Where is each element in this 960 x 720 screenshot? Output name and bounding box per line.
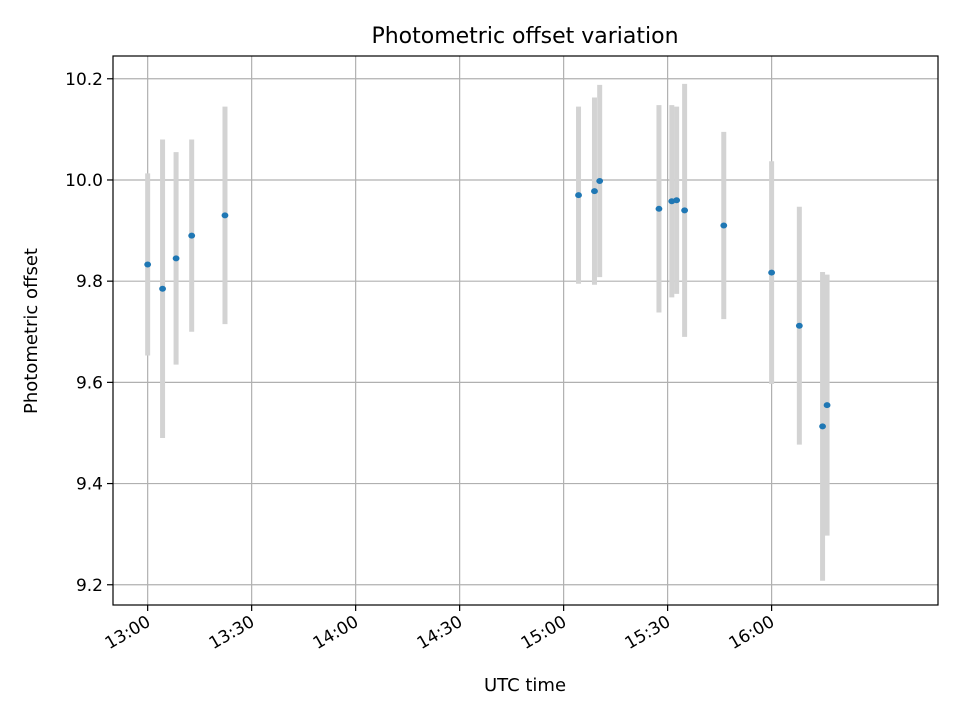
data-point: [720, 222, 728, 229]
plot-frame: [112, 55, 939, 606]
data-point: [823, 402, 831, 409]
y-tick-label: 9.2: [76, 576, 103, 596]
data-point: [673, 197, 681, 204]
y-tick-label: 10.0: [65, 171, 103, 191]
y-axis-ticks: 9.2 9.4 9.6 9.8 10.0 10.2: [65, 70, 113, 596]
data-points: [144, 177, 831, 430]
data-point: [144, 261, 152, 268]
data-point: [795, 322, 803, 329]
y-tick-label: 10.2: [65, 70, 103, 90]
data-point: [596, 177, 604, 184]
x-axis-label: UTC time: [484, 675, 566, 696]
data-point: [159, 285, 166, 292]
data-point: [575, 192, 582, 199]
y-axis-label: Photometric offset: [21, 248, 42, 414]
data-point: [591, 188, 598, 195]
data-point: [819, 423, 826, 430]
data-point: [681, 207, 689, 214]
y-tick-label: 9.6: [76, 373, 103, 393]
data-point: [768, 269, 776, 276]
data-point: [188, 232, 196, 239]
data-point: [655, 205, 663, 212]
chart-title: Photometric offset variation: [371, 24, 678, 49]
y-tick-label: 9.4: [76, 475, 103, 495]
data-point: [172, 255, 180, 262]
y-tick-label: 9.8: [76, 272, 103, 292]
data-point: [221, 212, 229, 219]
